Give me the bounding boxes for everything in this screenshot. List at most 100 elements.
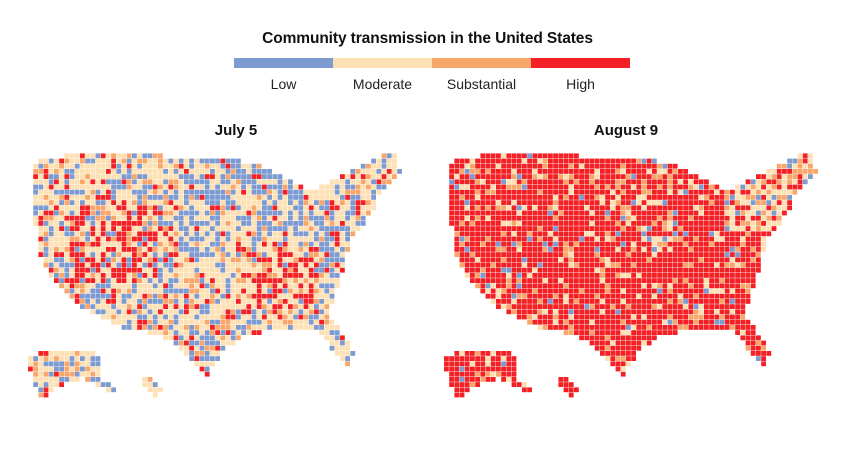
county-cell (704, 179, 709, 185)
county-cell (314, 241, 319, 247)
county-cell (236, 205, 241, 211)
county-cell (813, 169, 818, 174)
county-cell (584, 226, 590, 231)
county-cell (548, 314, 553, 320)
county-cell (163, 319, 168, 325)
county-cell (69, 189, 75, 195)
county-cell (95, 189, 101, 195)
county-cell (558, 278, 564, 283)
county-cell (631, 200, 636, 205)
county-cell (693, 210, 699, 216)
county-cell (340, 267, 345, 273)
county-cell (782, 205, 787, 211)
county-cell (464, 179, 470, 185)
county-cell (516, 200, 522, 205)
county-cell (516, 221, 522, 226)
county-cell (199, 366, 205, 372)
county-cell (662, 252, 668, 257)
county-cell (90, 205, 96, 211)
county-cell (220, 267, 226, 273)
county-cell (761, 221, 766, 226)
county-cell (558, 267, 564, 273)
county-cell (730, 257, 735, 263)
county-cell (236, 335, 241, 341)
county-cell (527, 283, 532, 289)
county-cell (225, 319, 231, 325)
county-cell (548, 299, 553, 304)
county-cell (194, 335, 200, 341)
county-cell (553, 252, 558, 257)
county-cell (178, 283, 184, 289)
county-cell (667, 247, 673, 252)
county-cell (574, 330, 579, 335)
county-cell (90, 252, 96, 257)
county-cell (724, 231, 730, 237)
county-cell (204, 278, 210, 283)
county-cell (189, 345, 194, 351)
county-cell (137, 221, 142, 226)
county-cell (693, 247, 699, 252)
county-cell (449, 174, 454, 179)
county-cell (246, 252, 252, 257)
county-cell (199, 247, 205, 252)
county-cell (511, 210, 517, 216)
county-cell (631, 241, 636, 247)
county-cell (308, 293, 314, 299)
county-cell (672, 304, 678, 309)
county-cell (610, 267, 616, 273)
county-cell (204, 247, 210, 252)
county-cell (324, 231, 330, 237)
county-cell (646, 257, 652, 263)
county-cell (745, 267, 751, 273)
county-cell (173, 293, 179, 299)
county-cell (277, 221, 283, 226)
county-cell (194, 330, 200, 335)
county-cell (256, 325, 262, 330)
county-cell (756, 231, 761, 237)
county-cell (236, 273, 241, 278)
county-cell (340, 174, 345, 179)
county-cell (251, 309, 257, 315)
county-cell (95, 195, 101, 200)
county-cell (178, 247, 184, 252)
county-cell (631, 325, 636, 330)
county-cell (672, 278, 678, 283)
county-cell (480, 267, 486, 273)
county-cell (506, 309, 512, 315)
county-cell (142, 283, 148, 289)
county-cell (750, 184, 756, 190)
county-cell (548, 231, 553, 237)
county-cell (246, 283, 252, 289)
county-cell (475, 226, 480, 231)
county-cell (454, 189, 460, 195)
county-cell (584, 200, 590, 205)
county-cell (152, 382, 158, 387)
county-cell (553, 299, 558, 304)
county-cell (771, 205, 777, 211)
county-cell (459, 215, 465, 221)
county-cell (106, 158, 111, 164)
county-cell (54, 179, 59, 185)
county-cell (355, 215, 361, 221)
county-cell (225, 330, 231, 335)
county-cell (38, 366, 44, 372)
county-cell (329, 262, 335, 268)
county-cell (589, 340, 595, 346)
county-cell (605, 283, 610, 289)
county-cell (501, 189, 506, 195)
county-cell (464, 257, 470, 263)
county-cell (33, 174, 38, 179)
county-cell (329, 288, 335, 294)
county-cell (152, 210, 158, 216)
county-cell (189, 221, 194, 226)
county-cell (553, 179, 558, 185)
county-cell (459, 205, 465, 211)
county-cell (615, 273, 621, 278)
county-cell (308, 273, 314, 278)
county-cell (610, 340, 616, 346)
county-cell (636, 267, 642, 273)
county-cell (194, 340, 200, 346)
county-cell (620, 252, 626, 257)
county-cell (620, 319, 626, 325)
county-cell (277, 304, 283, 309)
